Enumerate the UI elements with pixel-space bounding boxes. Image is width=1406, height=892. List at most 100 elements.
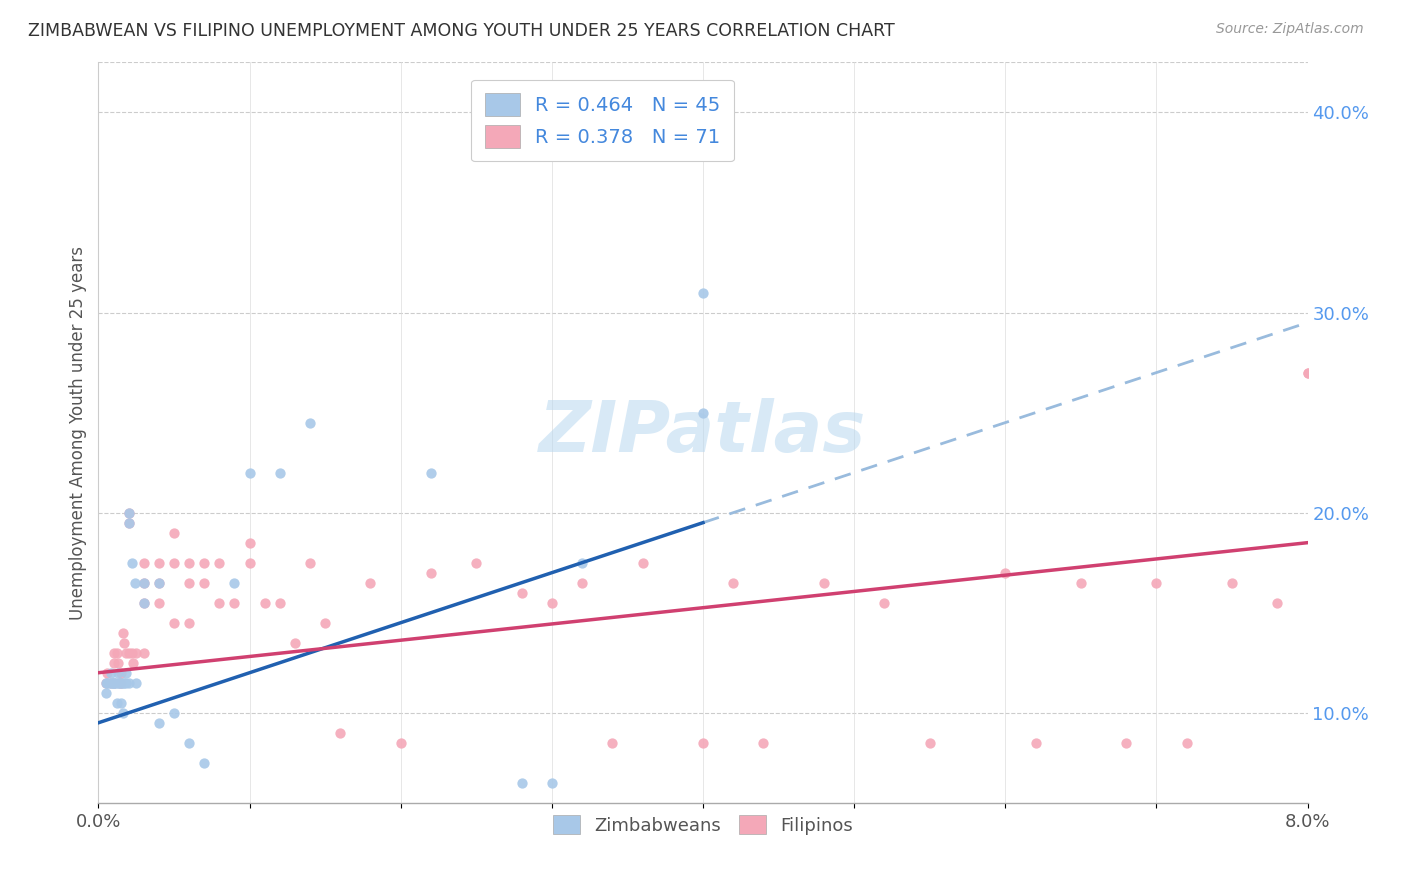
Point: [118, 506, 141, 520]
Point: [179, 556, 201, 570]
Point: [108, 675, 131, 690]
Point: [1146, 575, 1168, 590]
Point: [284, 636, 307, 650]
Point: [94, 675, 117, 690]
Point: [107, 675, 129, 690]
Point: [103, 675, 125, 690]
Point: [132, 575, 155, 590]
Point: [994, 566, 1017, 580]
Point: [692, 406, 714, 420]
Point: [132, 596, 155, 610]
Point: [132, 646, 155, 660]
Point: [360, 575, 382, 590]
Point: [239, 535, 262, 549]
Point: [94, 686, 117, 700]
Point: [103, 646, 125, 660]
Point: [100, 675, 122, 690]
Text: ZIPatlas: ZIPatlas: [540, 398, 866, 467]
Point: [98, 675, 121, 690]
Point: [179, 575, 201, 590]
Point: [873, 596, 896, 610]
Point: [239, 466, 262, 480]
Point: [100, 675, 122, 690]
Point: [105, 675, 128, 690]
Point: [723, 575, 745, 590]
Point: [132, 596, 155, 610]
Point: [1296, 366, 1319, 380]
Point: [103, 675, 125, 690]
Point: [269, 596, 291, 610]
Point: [148, 596, 170, 610]
Point: [148, 575, 170, 590]
Point: [1175, 736, 1198, 750]
Point: [132, 575, 155, 590]
Point: [148, 556, 170, 570]
Point: [752, 736, 775, 750]
Point: [110, 696, 132, 710]
Point: [103, 656, 125, 670]
Point: [193, 575, 215, 590]
Point: [420, 566, 443, 580]
Point: [571, 556, 593, 570]
Legend: Zimbabweans, Filipinos: Zimbabweans, Filipinos: [546, 808, 860, 842]
Point: [224, 596, 246, 610]
Point: [105, 696, 128, 710]
Point: [602, 736, 624, 750]
Point: [125, 675, 148, 690]
Point: [208, 596, 231, 610]
Point: [111, 625, 134, 640]
Point: [510, 776, 533, 790]
Point: [163, 525, 186, 540]
Point: [1115, 736, 1137, 750]
Point: [813, 575, 835, 590]
Point: [107, 656, 129, 670]
Point: [163, 556, 186, 570]
Point: [96, 665, 118, 680]
Point: [108, 675, 131, 690]
Point: [239, 556, 262, 570]
Text: Source: ZipAtlas.com: Source: ZipAtlas.com: [1216, 22, 1364, 37]
Point: [1267, 596, 1289, 610]
Point: [540, 776, 562, 790]
Point: [148, 575, 170, 590]
Point: [103, 675, 125, 690]
Point: [110, 665, 132, 680]
Point: [329, 725, 352, 739]
Point: [132, 556, 155, 570]
Y-axis label: Unemployment Among Youth under 25 years: Unemployment Among Youth under 25 years: [69, 245, 87, 620]
Point: [111, 706, 134, 720]
Point: [112, 636, 135, 650]
Point: [1070, 575, 1092, 590]
Point: [118, 516, 141, 530]
Point: [1025, 736, 1047, 750]
Point: [118, 506, 141, 520]
Point: [107, 665, 129, 680]
Point: [918, 736, 941, 750]
Point: [114, 675, 136, 690]
Point: [118, 675, 141, 690]
Point: [110, 675, 132, 690]
Point: [420, 466, 443, 480]
Point: [105, 646, 128, 660]
Point: [111, 675, 134, 690]
Point: [101, 675, 124, 690]
Point: [299, 416, 322, 430]
Point: [510, 585, 533, 599]
Point: [124, 575, 146, 590]
Point: [253, 596, 276, 610]
Point: [1296, 366, 1319, 380]
Point: [540, 596, 562, 610]
Point: [103, 675, 125, 690]
Point: [122, 656, 145, 670]
Point: [118, 646, 141, 660]
Point: [208, 556, 231, 570]
Point: [148, 715, 170, 730]
Point: [389, 736, 412, 750]
Point: [100, 665, 122, 680]
Point: [163, 615, 186, 630]
Point: [692, 736, 714, 750]
Point: [179, 615, 201, 630]
Point: [121, 556, 143, 570]
Point: [314, 615, 336, 630]
Point: [121, 646, 143, 660]
